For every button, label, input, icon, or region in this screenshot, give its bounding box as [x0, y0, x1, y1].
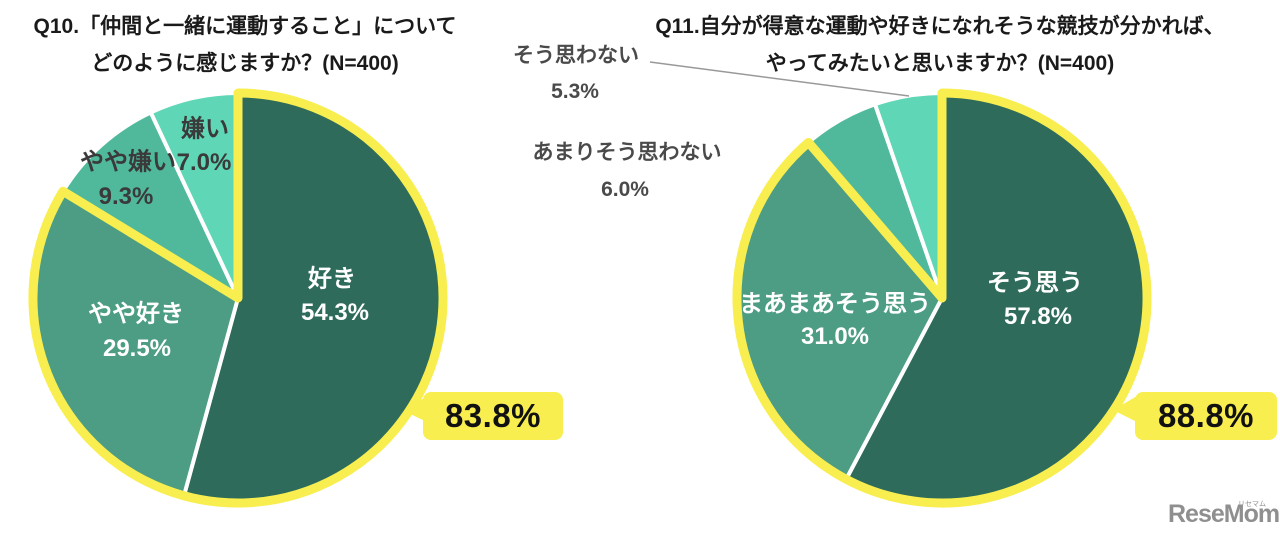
q10-highlight-callout: 83.8%: [423, 392, 563, 440]
q11-label-maamaa: まあまあそう思う: [739, 290, 931, 318]
q10-highlight-value: 83.8%: [444, 397, 542, 434]
q10-label-yaya-suki: やや好き: [88, 300, 184, 328]
q11-label-sou-omou: そう思う: [987, 269, 1083, 297]
q11-title: Q11.自分が得意な運動や好きになれそうな競技が分かれば、 やってみたいと思いま…: [640, 8, 1240, 82]
q11-label-amari-omowanai: あまりそう思わない: [532, 141, 722, 164]
q11-value-amari-omowanai: 6.0%: [601, 178, 649, 201]
q11-highlight-value: 88.8%: [1157, 397, 1255, 434]
q11-highlight-callout: 88.8%: [1135, 392, 1277, 440]
q11-value-maamaa: 31.0%: [800, 323, 870, 350]
logo-text: ReseMom.: [1168, 500, 1280, 528]
q10-value-yaya-kirai: 9.3%: [98, 183, 154, 210]
q11-label-omowanai: そう思わない: [513, 44, 639, 67]
q10-title-line1: Q10.「仲間と一緒に運動すること」について: [33, 15, 457, 38]
q10-label-yaya-kirai: やや嫌い: [80, 148, 176, 176]
q10-value-kirai: 7.0%: [176, 149, 232, 176]
q10-title: Q10.「仲間と一緒に運動すること」について どのように感じますか？(N=400…: [5, 8, 485, 82]
chart0-slice-2: [60, 110, 240, 300]
q10-label-kirai: 嫌い: [181, 115, 229, 143]
resemom-logo: リセマム ReseMom.: [1168, 500, 1280, 536]
q11-value-omowanai: 5.3%: [551, 80, 599, 103]
q10-label-suki: 好き: [308, 265, 356, 293]
q10-title-line2: どのように感じますか？(N=400): [91, 52, 399, 75]
chart0-highlight-outline: [28, 88, 448, 508]
chart1-highlight-outline: [732, 88, 1152, 508]
q10-value-suki: 54.3%: [300, 299, 370, 326]
q11-title-line1: Q11.自分が得意な運動や好きになれそうな競技が分かれば、: [655, 15, 1225, 38]
q11-value-sou-omou: 57.8%: [1003, 303, 1073, 330]
chart1-leader-line: [649, 61, 910, 97]
q10-value-yaya-suki: 29.5%: [102, 335, 172, 362]
q11-title-line2: やってみたいと思いますか？(N=400): [765, 52, 1115, 75]
chart1-callout-tail: [1113, 396, 1137, 422]
chart0-callout-tail: [404, 396, 427, 422]
logo-ruby-text: リセマム: [1238, 501, 1266, 508]
